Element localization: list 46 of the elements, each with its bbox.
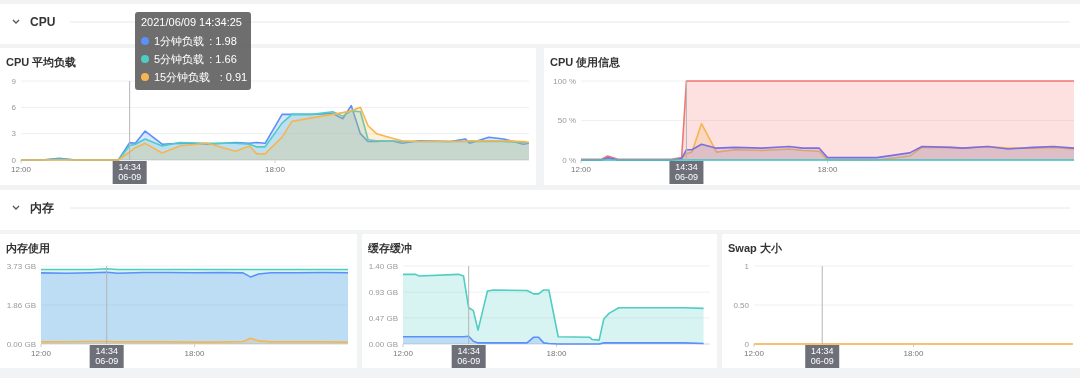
x-tick-label: 12:00 (392, 349, 414, 358)
y-tick-label: 6 (11, 103, 17, 113)
x-tick-label: 18:00 (546, 349, 568, 358)
y-tick-label: 3.73 GB (6, 261, 36, 271)
y-tick-label: 1.86 GB (6, 300, 36, 310)
chart-title: CPU 平均负载 (6, 56, 77, 68)
chart-title: 缓存缓冲 (367, 242, 412, 254)
annotation: : 0.91 (219, 71, 248, 83)
y-tick-label: 0.50 (733, 300, 750, 310)
y-tick-label: 1 (744, 261, 750, 271)
legend-label: 1分钟负载 (154, 35, 205, 47)
x-tick-label: 18:00 (903, 349, 925, 358)
y-tick-label: 0.00 GB (368, 339, 398, 349)
ref-line-label: 14:34 06-09 (457, 346, 481, 366)
ref-line-label: 14:34 06-09 (674, 162, 698, 182)
x-tick-label: 18:00 (264, 165, 286, 174)
y-tick-label: 0 (11, 155, 17, 165)
x-tick-label: 18:00 (817, 165, 839, 174)
ref-line-label: 14:34 06-09 (95, 346, 119, 366)
y-tick-label: 50 % (557, 116, 576, 126)
chart-title: 内存使用 (6, 242, 50, 254)
y-tick-label: 0.93 GB (368, 287, 398, 297)
y-tick-label: 3 (11, 129, 17, 139)
text: : 1.98 (209, 35, 237, 47)
text: 2021/06/09 14:34:25 (141, 16, 242, 28)
x-tick-label: 18:00 (184, 349, 206, 358)
x-tick-label: 12:00 (743, 349, 765, 358)
x-tick-label: 12:00 (30, 349, 52, 358)
chart-title: Swap 大小 (728, 242, 783, 254)
x-tick-label: 12:00 (570, 165, 592, 174)
y-tick-label: 0.47 GB (368, 313, 398, 323)
chart-title: CPU 使用信息 (550, 56, 622, 68)
text: 内存 (30, 201, 54, 215)
y-tick-label: 100 % (553, 76, 576, 86)
legend-label: 5分钟负载 (154, 53, 205, 65)
text: : 1.66 (209, 53, 237, 65)
y-tick-label: 9 (11, 76, 17, 86)
y-tick-label: 0.00 GB (6, 339, 36, 349)
x-tick-label: 12:00 (10, 165, 32, 174)
ref-line-label: 14:34 06-09 (810, 346, 834, 366)
ref-line-label: 14:34 06-09 (118, 162, 142, 182)
text: CPU (30, 15, 56, 29)
legend-label: 15分钟负载 (154, 71, 211, 83)
y-tick-label: 0 % (562, 155, 576, 165)
y-tick-label: 1.40 GB (368, 261, 398, 271)
y-tick-label: 0 (744, 339, 750, 349)
